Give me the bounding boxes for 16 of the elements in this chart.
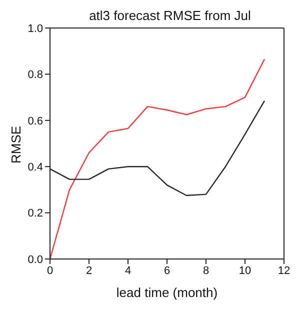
y-tick-label: 0.0 bbox=[28, 254, 43, 266]
x-axis-title: lead time (month) bbox=[116, 285, 218, 300]
x-tick-label: 6 bbox=[164, 264, 170, 277]
y-tick-label: 0.6 bbox=[28, 115, 43, 128]
y-axis-title: RMSE bbox=[8, 126, 24, 164]
x-tick-label: 2 bbox=[86, 264, 92, 277]
x-tick-label: 10 bbox=[238, 264, 252, 277]
y-tick-label: 1.0 bbox=[28, 22, 43, 35]
x-tick-label: 4 bbox=[124, 264, 132, 277]
x-tick-label: 12 bbox=[278, 264, 290, 277]
chart-title: atl3 forecast RMSE from Jul bbox=[88, 8, 252, 23]
y-tick-label: 0.2 bbox=[28, 208, 43, 220]
y-tick-label: 0.8 bbox=[28, 69, 43, 82]
x-tick-label: 0 bbox=[46, 264, 54, 277]
x-tick-label: 8 bbox=[202, 264, 210, 277]
y-tick-label: 0.4 bbox=[28, 162, 43, 174]
